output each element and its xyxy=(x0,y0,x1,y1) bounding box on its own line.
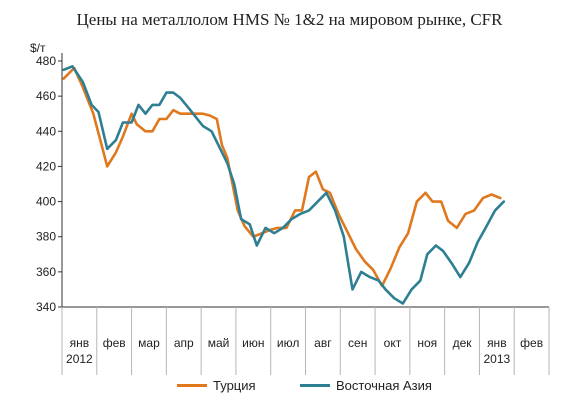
x-tick-label: фев xyxy=(520,336,543,350)
x-year-label: 2012 xyxy=(66,352,93,366)
legend-item-turkey: Турция xyxy=(177,378,256,393)
y-tick-label: 440 xyxy=(36,124,56,138)
x-tick-label: авг xyxy=(314,336,332,350)
x-year-label: 2013 xyxy=(483,352,510,366)
chart-lines xyxy=(62,65,506,305)
x-tick-label: июн xyxy=(242,336,264,350)
x-tick-label: окт xyxy=(384,336,402,350)
y-tick-label: 480 xyxy=(36,54,56,68)
legend-swatch-turkey xyxy=(177,384,207,387)
y-tick-label: 380 xyxy=(36,230,56,244)
chart-legend: Турция Восточная Азия xyxy=(0,378,579,398)
y-axis-ticks: 340 360 380 400 420 440 460 480 xyxy=(36,54,62,314)
series-line-east-asia xyxy=(62,65,506,305)
x-tick-label: сен xyxy=(348,336,367,350)
x-tick-label: янв xyxy=(487,336,507,350)
legend-label-turkey: Турция xyxy=(213,378,256,393)
x-tick-label: апр xyxy=(174,336,194,350)
y-tick-label: 340 xyxy=(36,300,56,314)
x-tick-label: дек xyxy=(453,336,473,350)
y-tick-label: 420 xyxy=(36,159,56,173)
x-tick-label: янв xyxy=(70,336,90,350)
series-line-turkey xyxy=(62,66,502,288)
x-tick-label: фев xyxy=(103,336,126,350)
y-tick-label: 360 xyxy=(36,265,56,279)
y-axis-label: $/т xyxy=(30,41,46,55)
x-axis-ticks: янв фев мар апр май июн июл авг сен окт ноя дек янв ф… xyxy=(61,307,550,375)
legend-swatch-east-asia xyxy=(300,384,330,387)
y-tick-label: 400 xyxy=(36,195,56,209)
x-tick-label: ноя xyxy=(417,336,437,350)
chart-title: Цены на металлолом HMS № 1&2 на мировом … xyxy=(76,10,503,29)
x-tick-label: мар xyxy=(138,336,160,350)
legend-label-east-asia: Восточная Азия xyxy=(336,378,432,393)
legend-item-east-asia: Восточная Азия xyxy=(300,378,432,393)
x-tick-label: июл xyxy=(277,336,299,350)
x-tick-label: май xyxy=(208,336,230,350)
y-tick-label: 460 xyxy=(36,89,56,103)
